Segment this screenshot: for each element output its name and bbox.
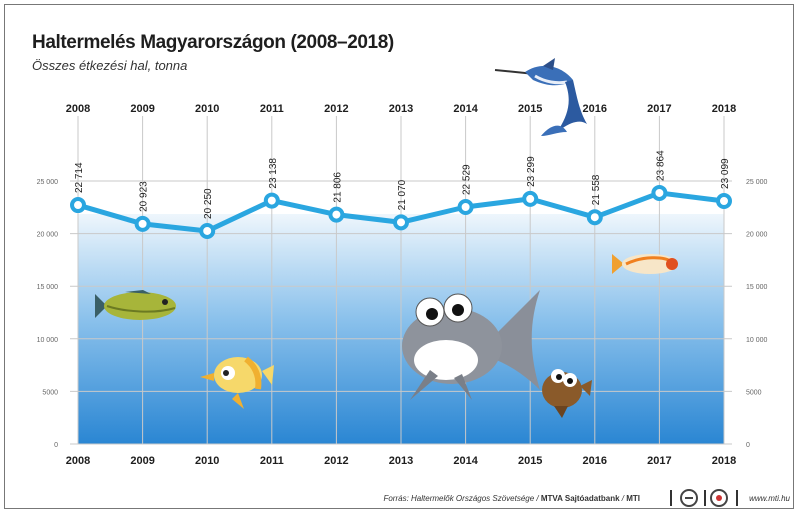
data-label: 23 099 xyxy=(720,158,731,189)
x-tick-label-bottom: 2008 xyxy=(66,455,90,467)
x-tick-label-top: 2011 xyxy=(260,103,284,115)
x-tick-label-bottom: 2014 xyxy=(453,455,478,467)
chart-title: Haltermelés Magyarországon (2008–2018) xyxy=(32,32,394,53)
x-tick-label-bottom: 2013 xyxy=(389,455,413,467)
mti-logo-icon xyxy=(710,489,728,507)
source-text: Forrás: Haltermelők Országos Szövetsége … xyxy=(383,494,640,503)
url-text: www.mti.hu xyxy=(749,494,790,503)
data-label: 22 714 xyxy=(74,162,85,193)
x-tick-label-bottom: 2010 xyxy=(195,455,219,467)
data-label: 20 250 xyxy=(203,188,214,219)
data-point xyxy=(70,197,86,214)
source-bold: MTVA Sajtóadatbank xyxy=(540,494,620,503)
y-tick-label-left: 25 000 xyxy=(37,179,59,186)
data-label: 21 070 xyxy=(397,179,408,210)
y-tick-label-left: 20 000 xyxy=(37,232,59,239)
fish-icon xyxy=(95,290,176,320)
data-point xyxy=(393,214,409,231)
x-tick-label-top: 2009 xyxy=(130,103,154,115)
y-tick-label-left: 10 000 xyxy=(37,337,59,344)
y-tick-label-right: 10 000 xyxy=(746,337,768,344)
x-tick-label-top: 2014 xyxy=(453,103,478,115)
y-tick-label-left: 15 000 xyxy=(37,284,59,291)
marlin-icon xyxy=(494,58,587,136)
footer: Forrás: Haltermelők Országos Szövetsége … xyxy=(0,484,800,514)
separator xyxy=(736,490,738,506)
data-label: 23 299 xyxy=(526,156,537,187)
x-tick-label-top: 2010 xyxy=(195,103,219,115)
x-tick-label-bottom: 2018 xyxy=(712,455,736,467)
y-tick-label-left: 5000 xyxy=(42,389,58,396)
data-point xyxy=(457,198,474,215)
x-tick-label-bottom: 2017 xyxy=(647,455,671,467)
x-tick-label-top: 2015 xyxy=(518,103,542,115)
data-point xyxy=(134,215,151,232)
fish-icon xyxy=(612,254,678,274)
data-point xyxy=(586,209,603,226)
y-tick-label-right: 25 000 xyxy=(746,179,768,186)
x-tick-label-top: 2012 xyxy=(324,103,348,115)
data-label: 22 529 xyxy=(462,164,473,195)
fish-icon xyxy=(200,356,274,409)
y-tick-label-right: 5000 xyxy=(746,389,762,396)
x-tick-label-top: 2008 xyxy=(66,103,90,115)
data-point xyxy=(716,192,732,209)
mtva-logo-icon xyxy=(680,489,698,507)
x-tick-label-bottom: 2015 xyxy=(518,455,542,467)
x-tick-label-bottom: 2012 xyxy=(324,455,348,467)
data-label: 20 923 xyxy=(139,181,150,212)
x-tick-label-bottom: 2009 xyxy=(130,455,154,467)
data-point xyxy=(263,192,280,209)
separator xyxy=(670,490,672,506)
x-tick-label-top: 2013 xyxy=(389,103,413,115)
data-point xyxy=(651,184,668,201)
x-tick-label-top: 2017 xyxy=(647,103,671,115)
x-tick-label-top: 2018 xyxy=(712,103,736,115)
y-tick-label-left: 0 xyxy=(54,442,58,449)
data-label: 23 138 xyxy=(268,158,279,189)
data-point xyxy=(522,190,539,207)
fish-icon xyxy=(542,369,592,418)
chart-subtitle: Összes étkezési hal, tonna xyxy=(32,58,188,73)
fish-icon xyxy=(402,290,540,400)
source-mti: MTI xyxy=(626,494,640,503)
data-point xyxy=(328,206,345,223)
separator xyxy=(704,490,706,506)
data-label: 21 806 xyxy=(332,172,343,203)
y-tick-label-right: 20 000 xyxy=(746,232,768,239)
x-tick-label-bottom: 2011 xyxy=(260,455,284,467)
data-label: 21 558 xyxy=(591,174,602,205)
y-tick-label-right: 0 xyxy=(746,442,750,449)
data-point xyxy=(199,222,216,239)
y-tick-label-right: 15 000 xyxy=(746,284,768,291)
x-tick-label-top: 2016 xyxy=(583,103,607,115)
data-label: 23 864 xyxy=(655,150,666,181)
x-tick-label-bottom: 2016 xyxy=(583,455,607,467)
